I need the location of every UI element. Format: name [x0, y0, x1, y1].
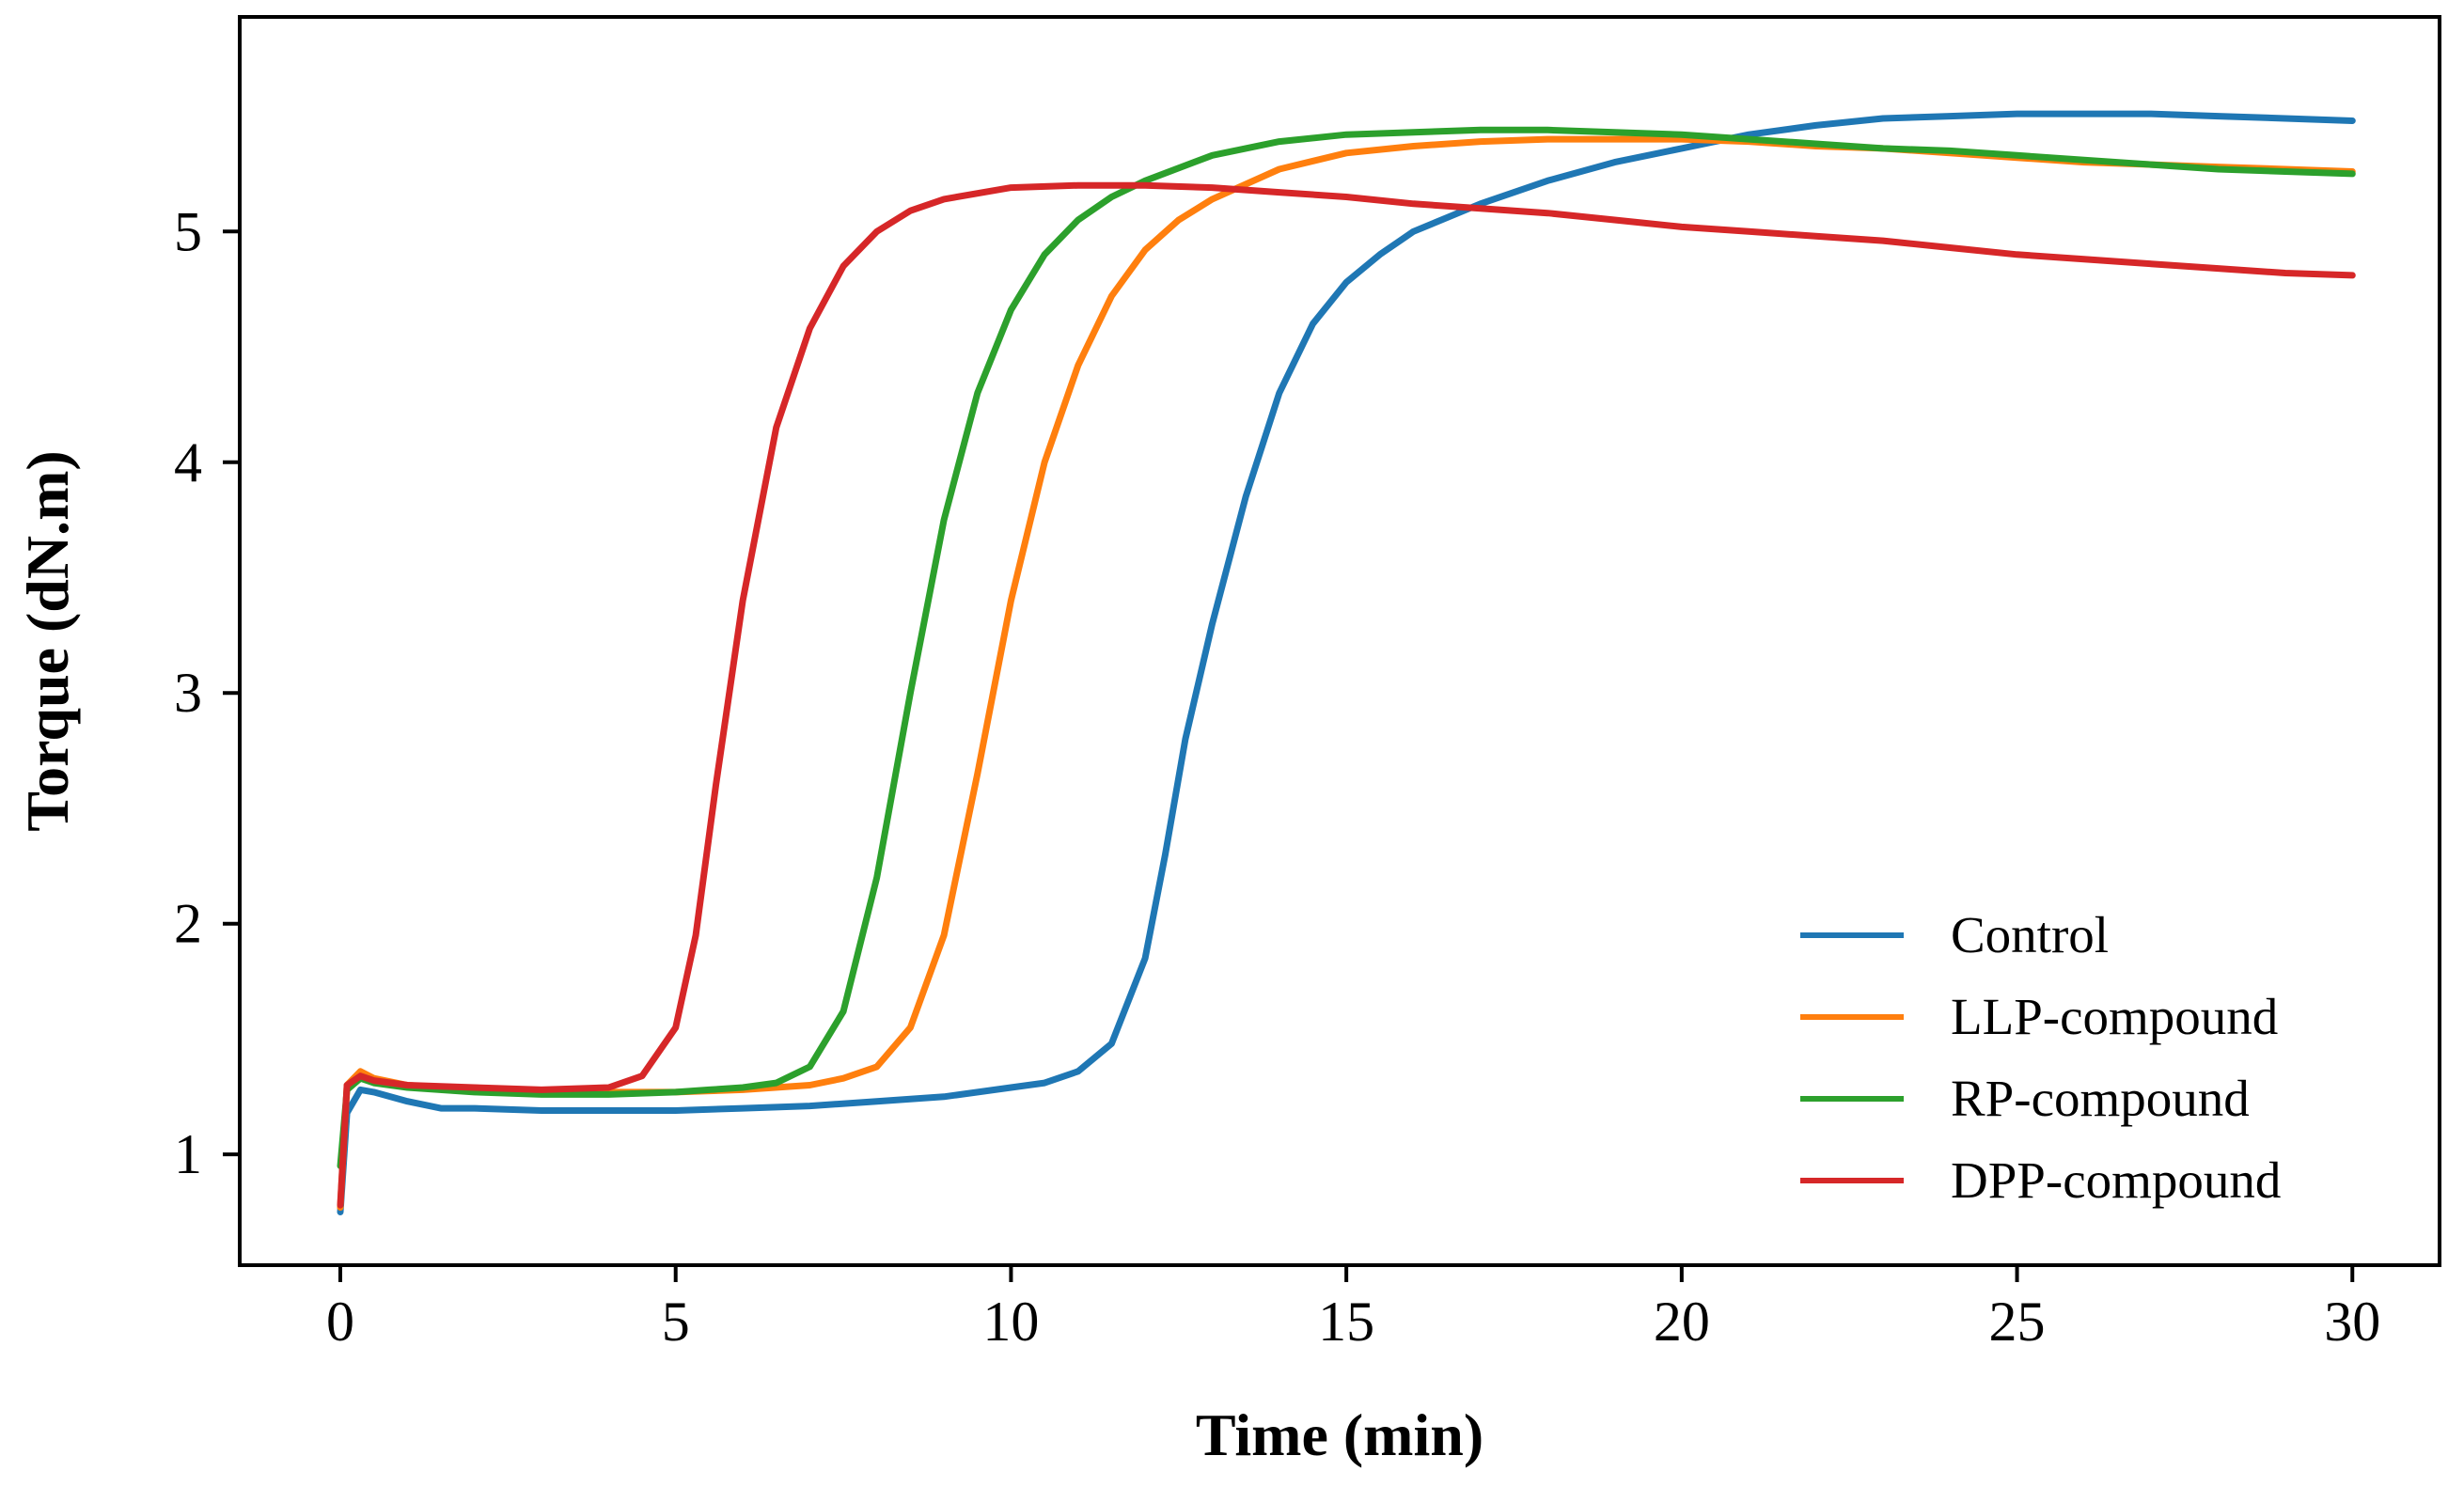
plot-frame [238, 15, 2441, 1267]
y-tick-label: 3 [174, 662, 202, 724]
x-tick-label: 20 [1654, 1291, 1710, 1353]
y-tick-label: 4 [174, 431, 202, 493]
y-tick-label: 5 [174, 200, 202, 262]
x-tick-label: 15 [1318, 1291, 1374, 1353]
x-axis-ticks: 0 5 10 15 20 25 30 [326, 1265, 2380, 1353]
series-line-rp-compound [337, 126, 2356, 1169]
x-tick-label: 30 [2324, 1291, 2380, 1353]
x-tick-label: 10 [982, 1291, 1039, 1353]
series-line-control [337, 110, 2356, 1215]
x-tick-label: 0 [326, 1291, 354, 1353]
x-tick-label: 25 [1989, 1291, 2046, 1353]
y-axis-label: Torque (dN.m) [14, 450, 81, 831]
y-tick-label: 2 [174, 893, 202, 955]
series-group [337, 110, 2356, 1215]
y-tick-label: 1 [174, 1123, 202, 1185]
legend-label: RP-compound [1951, 1070, 2250, 1127]
x-axis-label: Time (min) [1196, 1401, 1483, 1468]
legend-label: LLP-compound [1951, 988, 2278, 1045]
legend-label: DPP-compound [1951, 1151, 2281, 1209]
legend-label: Control [1951, 906, 2109, 963]
series-line-llp-compound [337, 135, 2356, 1212]
x-tick-label: 5 [662, 1291, 690, 1353]
legend: Control LLP-compound RP-compound DPP-compou… [1800, 906, 2281, 1209]
series-line-dpp-compound [337, 181, 2356, 1209]
y-axis-ticks: 1 2 3 4 5 [174, 200, 240, 1185]
